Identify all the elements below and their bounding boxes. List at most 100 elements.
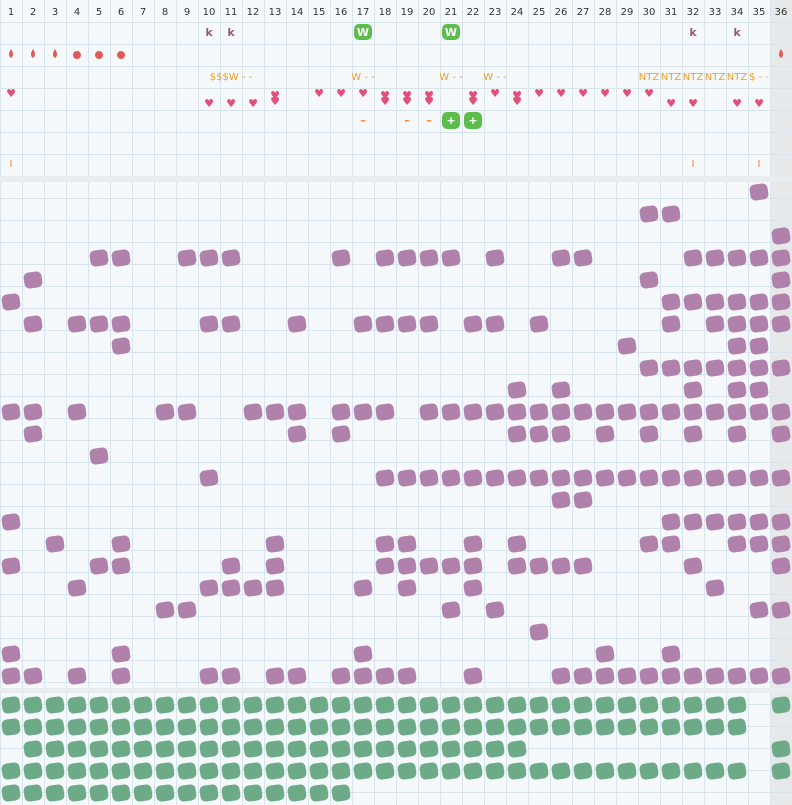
heart-icon: ♥ — [644, 87, 654, 100]
filled-cell — [199, 718, 219, 736]
column-number: 5 — [96, 7, 102, 18]
filled-cell — [661, 718, 681, 736]
filled-cell — [375, 696, 395, 714]
filled-cell — [573, 718, 593, 736]
filled-cell — [1, 645, 21, 663]
column-number: 20 — [423, 7, 436, 18]
filled-cell — [595, 667, 615, 685]
filled-cell — [551, 425, 571, 443]
filled-cell — [397, 557, 417, 575]
heart-icon: ♥ — [468, 89, 478, 102]
filled-cell — [67, 740, 87, 758]
column-number: 36 — [775, 7, 788, 18]
filled-cell — [617, 469, 637, 487]
filled-cell — [23, 696, 43, 714]
status-label: NTZ — [683, 72, 704, 83]
filled-cell — [441, 718, 461, 736]
filled-cell — [23, 740, 43, 758]
filled-cell — [771, 601, 791, 619]
filled-cell — [111, 535, 131, 553]
heart-icon: ♥ — [468, 95, 478, 108]
filled-cell — [67, 315, 87, 333]
filled-cell — [111, 249, 131, 267]
mark: I — [10, 159, 13, 170]
filled-cell — [111, 740, 131, 758]
filled-cell — [89, 315, 109, 333]
heart-icon: ♥ — [754, 97, 764, 110]
filled-cell — [551, 696, 571, 714]
filled-cell — [639, 535, 659, 553]
filled-cell — [485, 601, 505, 619]
heart-icon: ♥ — [380, 95, 390, 108]
filled-cell — [331, 667, 351, 685]
filled-cell — [133, 696, 153, 714]
filled-cell — [749, 667, 769, 685]
filled-cell — [485, 740, 505, 758]
filled-cell — [771, 315, 791, 333]
filled-cell — [353, 740, 373, 758]
filled-cell — [595, 696, 615, 714]
column-number: 21 — [445, 7, 458, 18]
filled-cell — [1, 696, 21, 714]
filled-cell — [309, 784, 329, 802]
filled-cell — [23, 271, 43, 289]
filled-cell — [529, 718, 549, 736]
filled-cell — [353, 762, 373, 780]
filled-cell — [177, 718, 197, 736]
filled-cell — [705, 469, 725, 487]
filled-cell — [705, 718, 725, 736]
filled-cell — [705, 359, 725, 377]
filled-cell — [595, 645, 615, 663]
filled-cell — [133, 740, 153, 758]
column-number: 7 — [140, 7, 146, 18]
filled-cell — [375, 718, 395, 736]
filled-cell — [683, 425, 703, 443]
filled-cell — [661, 645, 681, 663]
filled-cell — [529, 557, 549, 575]
filled-cell — [23, 667, 43, 685]
filled-cell — [617, 762, 637, 780]
filled-cell — [529, 469, 549, 487]
filled-cell — [727, 469, 747, 487]
filled-cell — [705, 579, 725, 597]
filled-cell — [23, 403, 43, 421]
filled-cell — [221, 740, 241, 758]
heart-icon: ♥ — [578, 87, 588, 100]
filled-cell — [265, 535, 285, 553]
heart-icon: ♥ — [270, 89, 280, 102]
column-number: 3 — [52, 7, 58, 18]
filled-cell — [661, 696, 681, 714]
filled-cell — [111, 557, 131, 575]
filled-cell — [485, 403, 505, 421]
filled-cell — [441, 696, 461, 714]
filled-cell — [463, 557, 483, 575]
filled-cell — [661, 762, 681, 780]
filled-cell — [265, 403, 285, 421]
filled-cell — [265, 740, 285, 758]
filled-cell — [243, 740, 263, 758]
filled-cell — [67, 403, 87, 421]
filled-cell — [23, 315, 43, 333]
sign: – — [404, 114, 410, 127]
filled-cell — [331, 403, 351, 421]
filled-cell — [573, 403, 593, 421]
filled-cell — [89, 696, 109, 714]
badge-bg — [354, 24, 372, 40]
filled-cell — [683, 381, 703, 399]
filled-cell — [243, 403, 263, 421]
filled-cell — [23, 425, 43, 443]
filled-cell — [551, 491, 571, 509]
filled-cell — [749, 337, 769, 355]
column-number: 11 — [225, 7, 238, 18]
filled-cell — [111, 718, 131, 736]
filled-cell — [155, 740, 175, 758]
column-number: 12 — [247, 7, 260, 18]
filled-cell — [155, 762, 175, 780]
filled-cell — [1, 403, 21, 421]
column-number: 24 — [511, 7, 524, 18]
filled-cell — [463, 696, 483, 714]
filled-cell — [507, 425, 527, 443]
filled-cell — [177, 403, 197, 421]
filled-cell — [199, 740, 219, 758]
filled-cell — [749, 403, 769, 421]
